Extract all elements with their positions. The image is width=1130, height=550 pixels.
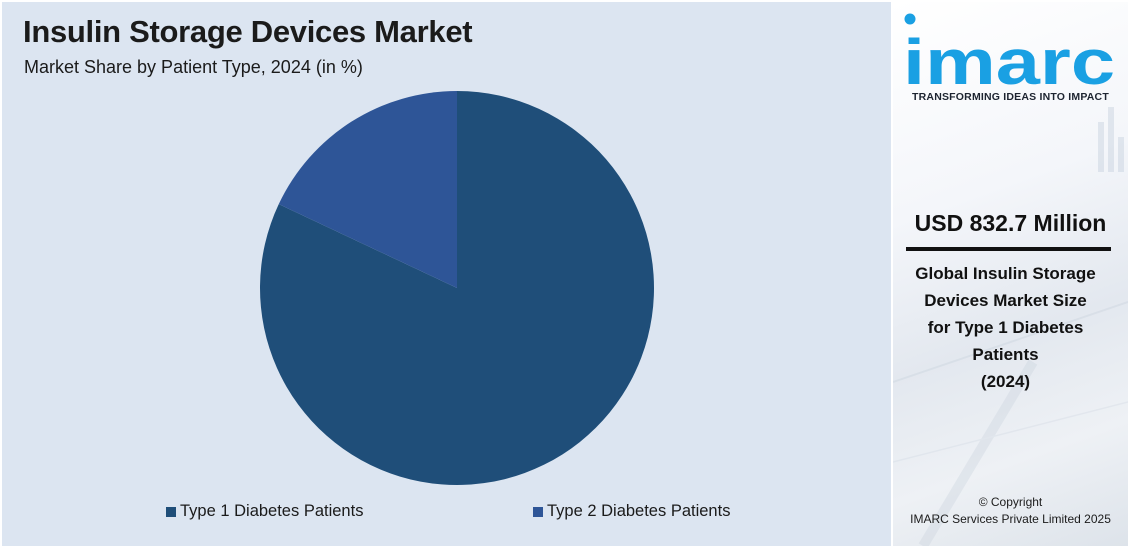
imarc-logo: imarc: [903, 13, 1115, 92]
caption-line: for Type 1 Diabetes: [927, 318, 1084, 337]
logo-wordmark: imarc: [903, 26, 1115, 92]
copyright: © Copyright IMARC Services Private Limit…: [893, 494, 1128, 528]
background-decoration: [893, 107, 1128, 546]
legend-swatch-type1: [166, 506, 176, 517]
pie-slice-type2: [278, 90, 457, 288]
caption-line: Devices Market Size: [924, 291, 1087, 310]
chart-panel: Insulin Storage Devices Market Market Sh…: [2, 2, 891, 546]
legend-label-type1: Type 1 Diabetes Patients: [180, 502, 364, 520]
market-value: USD 832.7 Million: [914, 210, 1107, 236]
copyright-line: © Copyright: [978, 495, 1043, 509]
legend-label-type2: Type 2 Diabetes Patients: [547, 502, 731, 520]
chart-legend: Type 1 Diabetes Patients Type 2 Diabetes…: [2, 502, 891, 522]
legend-swatch-type2: [533, 506, 543, 517]
market-caption: Global Insulin Storage Devices Market Si…: [893, 260, 1118, 395]
pie-slice-type1: [260, 91, 655, 485]
chart-title: Insulin Storage Devices Market: [23, 14, 473, 49]
info-sidebar: imarc TRANSFORMING IDEAS INTO IMPACT USD…: [893, 2, 1128, 546]
caption-line: Patients: [972, 345, 1039, 364]
logo-tagline: TRANSFORMING IDEAS INTO IMPACT: [912, 91, 1109, 103]
copyright-line: IMARC Services Private Limited 2025: [910, 512, 1111, 526]
legend-item-type2: Type 2 Diabetes Patients: [533, 502, 730, 521]
value-divider: [906, 247, 1111, 251]
chart-subtitle: Market Share by Patient Type, 2024 (in %…: [24, 57, 363, 77]
legend-item-type1: Type 1 Diabetes Patients: [166, 502, 363, 521]
pie-chart: [260, 90, 655, 485]
caption-line: (2024): [980, 372, 1031, 391]
caption-line: Global Insulin Storage: [915, 264, 1096, 283]
